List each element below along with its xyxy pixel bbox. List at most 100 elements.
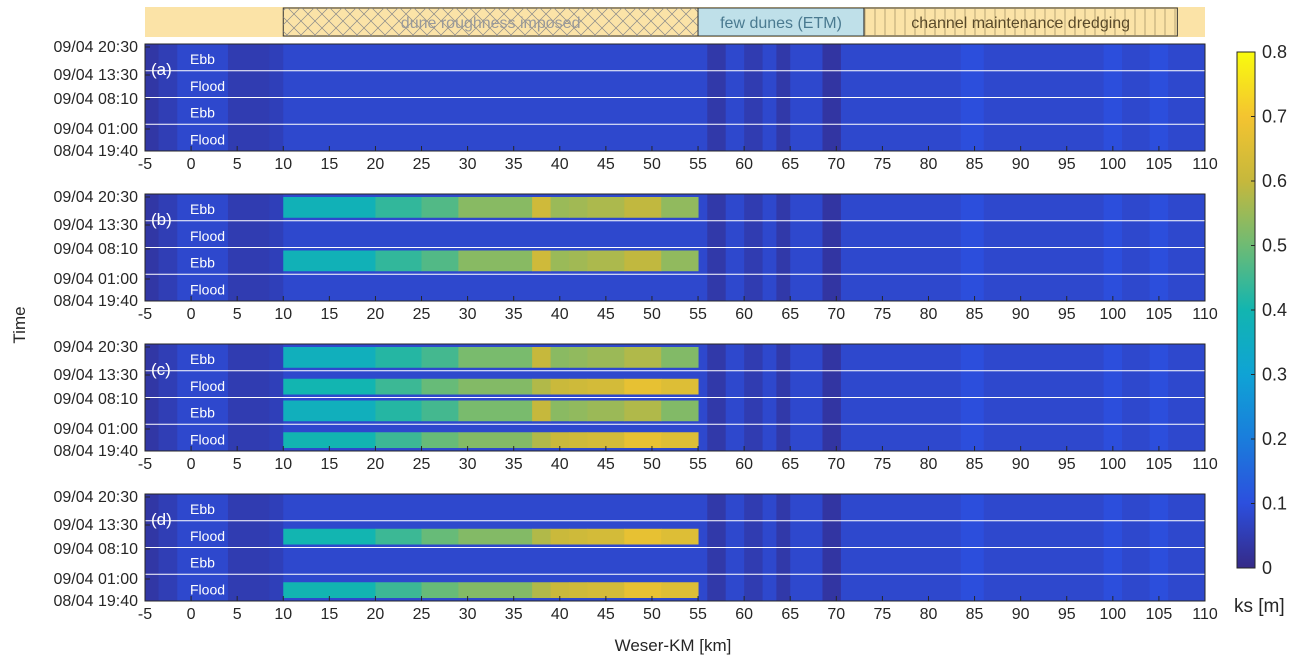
y-tick-label: 09/04 13:30 (53, 367, 138, 384)
heatmap-cell (375, 197, 423, 218)
heatmap-cell (458, 378, 533, 395)
heatmap-cell (283, 250, 376, 272)
heatmap-cell (550, 528, 570, 545)
x-tick-label: 10 (274, 606, 292, 623)
heatmap-cell (569, 528, 588, 545)
phase-label: Ebb (190, 405, 215, 421)
heatmap-cell (458, 197, 533, 218)
heatmap-cell (550, 250, 570, 272)
heatmap-cell (661, 250, 699, 272)
x-tick-label: 20 (367, 456, 385, 473)
phase-label: Ebb (190, 501, 215, 517)
x-tick-label: 20 (367, 306, 385, 323)
heatmap-cell (532, 197, 552, 218)
phase-label: Flood (190, 528, 225, 544)
heatmap-cell (532, 582, 552, 598)
heatmap-cell (375, 582, 423, 598)
heatmap-cell (532, 432, 552, 448)
panel-id-label: (a) (151, 60, 172, 79)
y-tick-label: 09/04 13:30 (53, 67, 138, 84)
x-tick-label: 105 (1146, 306, 1173, 323)
heatmap-cell (624, 582, 662, 598)
x-tick-label: 95 (1058, 606, 1076, 623)
x-tick-label: 80 (920, 156, 938, 173)
heatmap-cell (532, 528, 552, 545)
heatmap-cell (587, 432, 625, 448)
heatmap-cell (661, 582, 699, 598)
phase-label: Flood (190, 281, 225, 297)
phase-label: Ebb (190, 555, 215, 571)
heatmap-cell (375, 528, 423, 545)
x-tick-label: 105 (1146, 456, 1173, 473)
x-tick-label: 30 (459, 156, 477, 173)
x-tick-label: 45 (597, 156, 615, 173)
x-tick-label: 25 (413, 456, 431, 473)
panel-id-label: (b) (151, 210, 172, 229)
heatmap-cell (661, 528, 699, 545)
y-tick-label: 09/04 13:30 (53, 217, 138, 234)
x-tick-label: 50 (643, 456, 661, 473)
x-tick-label: 15 (320, 456, 338, 473)
x-tick-label: 60 (735, 306, 753, 323)
colorbar-tick-label: 0.6 (1262, 171, 1287, 191)
heatmap-cell (569, 197, 588, 218)
x-tick-label: 15 (320, 156, 338, 173)
x-tick-label: 5 (233, 606, 242, 623)
phase-label: Ebb (190, 255, 215, 271)
heatmap-cell (375, 432, 423, 448)
x-tick-label: 5 (233, 156, 242, 173)
y-tick-label: 09/04 01:00 (53, 571, 138, 588)
x-axis-label: Weser-KM [km] (615, 636, 732, 655)
y-tick-label: 09/04 01:00 (53, 121, 138, 138)
x-tick-label: 80 (920, 456, 938, 473)
axes-box (144, 193, 1206, 302)
x-tick-label: 85 (966, 306, 984, 323)
y-tick-label: 09/04 20:30 (53, 189, 138, 206)
heatmap-cell (458, 528, 533, 545)
colorbar-tick-label: 0.2 (1262, 429, 1287, 449)
x-tick-label: 70 (827, 606, 845, 623)
x-tick-label: 65 (781, 606, 799, 623)
panels: Ebb Flood Ebb Flood (a) -5 0 5 10 15 20 25 30 35 40 45 5… (53, 39, 1217, 623)
phase-label: Flood (190, 581, 225, 597)
heatmap-cell (550, 582, 570, 598)
heatmap-cell (550, 197, 570, 218)
heatmap-cell (283, 400, 376, 422)
x-tick-label: 10 (274, 306, 292, 323)
zone-0: dune roughness imposed (282, 7, 699, 37)
heatmap-cell (624, 347, 662, 368)
heatmap-cell (421, 197, 459, 218)
heatmap-cell (458, 582, 533, 598)
x-tick-label: 15 (320, 606, 338, 623)
x-tick-label: 10 (274, 456, 292, 473)
x-tick-label: 10 (274, 156, 292, 173)
x-tick-label: 0 (187, 306, 196, 323)
x-tick-label: 85 (966, 606, 984, 623)
colorbar-label: ks [m] (1234, 596, 1285, 617)
y-tick-label: 09/04 20:30 (53, 339, 138, 356)
heatmap-cell (587, 197, 625, 218)
phase-label: Flood (190, 78, 225, 94)
heatmap-cell (624, 378, 662, 395)
panel-c: Ebb Flood Ebb Flood (c) -5 0 5 10 15 20 25 30 35 40 45 5… (53, 339, 1217, 473)
x-tick-label: 85 (966, 456, 984, 473)
colorbar-tick-label: 0.7 (1262, 107, 1287, 127)
x-tick-label: 90 (1012, 456, 1030, 473)
x-tick-label: 60 (735, 156, 753, 173)
heatmap-cell (283, 582, 376, 598)
x-tick-label: 85 (966, 156, 984, 173)
y-tick-label: 08/04 19:40 (53, 443, 138, 460)
x-tick-label: 5 (233, 456, 242, 473)
panel-d: Ebb Flood Ebb Flood (d) -5 0 5 10 15 20 25 30 35 40 45 5… (53, 489, 1217, 623)
y-tick-label: 09/04 08:10 (53, 541, 138, 558)
heatmap-cell (458, 347, 533, 368)
x-tick-label: 65 (781, 156, 799, 173)
phase-label: Flood (190, 228, 225, 244)
x-tick-label: 35 (505, 306, 523, 323)
zone-label-1: few dunes (ETM) (720, 15, 842, 32)
x-tick-label: 80 (920, 606, 938, 623)
x-tick-label: 55 (689, 306, 707, 323)
y-tick-label: 08/04 19:40 (53, 293, 138, 310)
x-tick-label: 60 (735, 606, 753, 623)
heatmap-cell (569, 400, 588, 422)
